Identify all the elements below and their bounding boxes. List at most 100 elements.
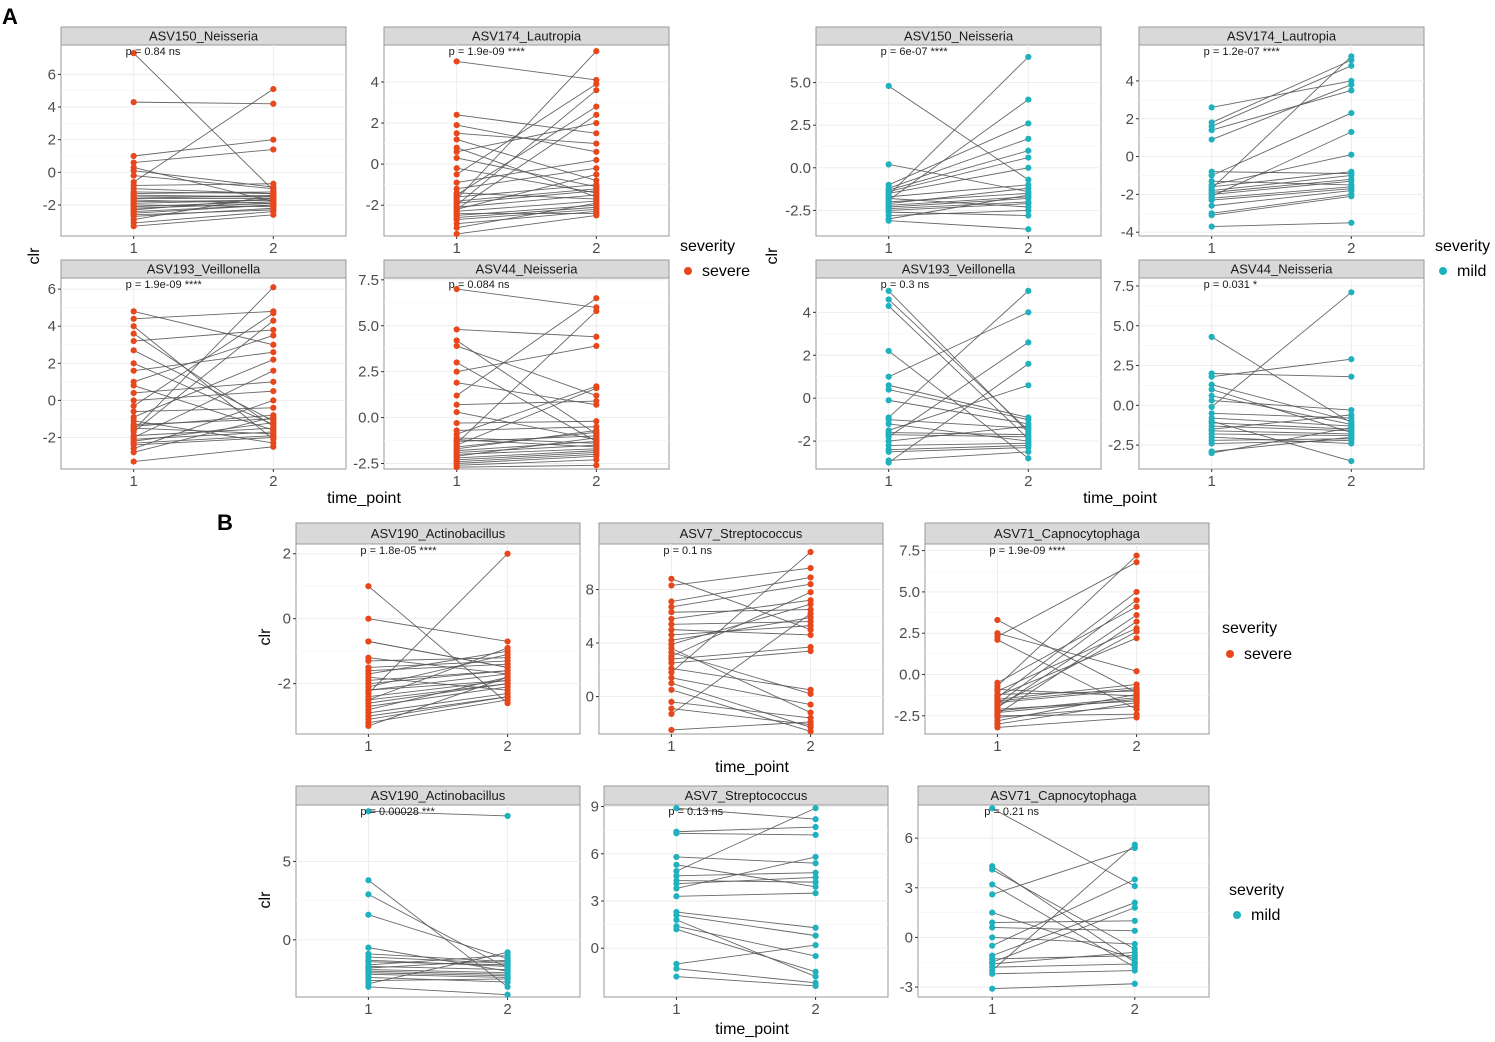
x-tick-label: 1 [364,738,372,755]
point-t2 [270,404,277,411]
pair-line [368,676,508,711]
pair-line [888,56,1029,196]
p-value-label: p = 0.1 ns [663,545,712,557]
pair-line [676,919,816,977]
pair-line [997,555,1137,687]
point-t2 [593,148,600,155]
plot-area [1138,44,1425,237]
facet-a-severe-asv150-neisseria: ASV150_Neisseria -2 0 2 4 6 1 2 p = 0.84 ns [43,26,347,257]
point-t2 [807,589,814,596]
point-t2 [807,631,814,639]
point-t1 [130,389,137,397]
point-t1 [130,167,137,174]
facet-title: ASV7_Streptococcus [680,526,803,541]
pair-line [992,955,1135,960]
legend-label-mild: mild [1251,907,1280,924]
y-tick-label: 0 [371,156,379,173]
point-t2 [1133,668,1140,675]
pair-line [888,194,1029,220]
point-t1 [130,397,137,404]
pair-line [991,869,1136,950]
facet-title: ASV193_Veillonella [147,262,261,277]
point-t1 [885,287,892,294]
x-axis-title: time_point [715,1021,789,1038]
y-tick-label: 2.5 [1113,358,1134,375]
pair-line [368,951,508,985]
point-t1 [130,408,137,415]
pair-line [671,651,811,695]
point-t2 [1133,611,1140,619]
point-t2 [1348,457,1355,465]
point-t2 [504,550,511,557]
y-tick-label: 0 [591,940,599,957]
y-tick-label: 7.5 [1113,278,1134,295]
plot-area [924,543,1210,735]
pair-line [992,983,1135,990]
point-t2 [270,443,277,450]
block-b-severe: clr time_point severity severe [257,620,1292,776]
plot-area [815,44,1102,237]
point-t2 [1131,883,1138,890]
legend-label-severe: severe [1244,646,1292,663]
point-t1 [365,583,372,590]
point-t1 [673,830,680,837]
point-t1 [1208,381,1215,388]
point-t1 [1208,104,1215,111]
x-tick-label: 1 [453,473,461,490]
point-t2 [593,165,600,172]
point-t1 [668,615,675,623]
pair-line [133,198,274,211]
legend-key-mild [1439,267,1447,275]
point-t1 [989,805,996,812]
x-tick-label: 2 [811,1001,819,1018]
point-t2 [593,156,600,164]
pair-line [1211,65,1352,127]
point-t2 [812,973,819,980]
pair-line [368,955,508,966]
pair-line [368,959,508,969]
point-t2 [270,310,277,317]
y-tick-label: 5.0 [358,318,379,335]
pair-line [133,414,274,427]
pair-line [991,865,1136,963]
pair-line [368,676,508,727]
pair-line [997,717,1137,728]
pair-line [888,389,1029,421]
point-t1 [453,230,460,238]
pair-line [456,455,597,464]
x-tick-label: 1 [453,240,461,257]
pair-line [133,416,274,453]
pair-line [456,444,597,453]
pair-line [997,693,1137,722]
pair-line [133,175,274,190]
pair-line [888,442,1029,446]
point-t2 [807,626,814,633]
legend-title: severity [1435,238,1490,255]
point-t1 [365,911,372,918]
pair-line [456,200,597,212]
block-a-severe: clr time_point severity severe [26,238,750,507]
point-t2 [593,392,600,399]
pair-line [1211,222,1352,227]
pair-line [368,647,508,701]
point-t2 [593,171,600,178]
point-t1 [885,459,892,466]
pair-line [456,122,597,153]
pair-line [991,884,1136,968]
pair-line [676,914,816,937]
point-t1 [1208,202,1215,209]
point-t2 [1348,440,1355,447]
legend-label-mild: mild [1457,263,1486,280]
y-tick-label: -4 [1121,224,1134,241]
point-t2 [593,80,600,88]
pair-line [133,139,274,157]
facet-title: ASV174_Lautropia [1227,29,1337,44]
pair-line [676,925,816,957]
point-t2 [1131,904,1138,911]
point-t1 [365,615,372,622]
pair-line [133,399,274,450]
y-tick-label: 6 [48,66,56,83]
point-t2 [1025,309,1032,316]
point-t2 [1131,967,1138,974]
point-t1 [130,50,137,57]
